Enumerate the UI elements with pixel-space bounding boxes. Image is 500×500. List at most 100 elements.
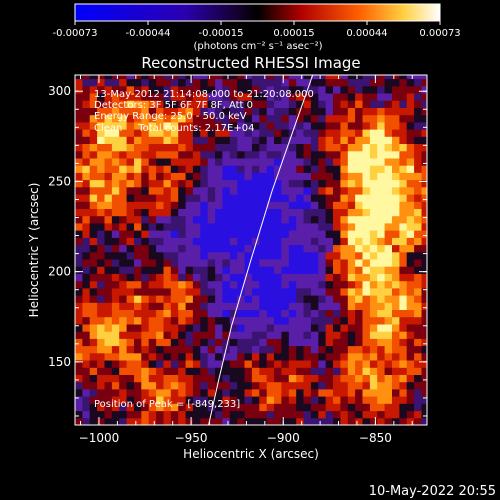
heatmap-cell [362, 244, 371, 253]
heatmap-cell [134, 251, 142, 260]
heatmap-cell [163, 75, 172, 80]
heatmap-cell [251, 75, 260, 80]
heatmap-cell [259, 295, 268, 303]
heatmap-cell [274, 172, 282, 181]
heatmap-cell [421, 338, 427, 347]
heatmap-cell [325, 324, 334, 332]
heatmap-cell [318, 129, 327, 137]
heatmap-cell [237, 222, 246, 231]
colorbar-ticks: -0.00073 -0.00044 -0.00015 0.00015 0.00044 0.… [53, 21, 461, 39]
heatmap-cell [163, 85, 172, 94]
heatmap-cell [82, 215, 91, 224]
heatmap-cell [288, 179, 297, 188]
heatmap-cell [156, 136, 164, 144]
heatmap-cell [163, 222, 172, 231]
heatmap-cell [126, 230, 135, 238]
heatmap-cell [355, 338, 363, 347]
heatmap-cell [82, 410, 91, 419]
y-tick-label: 200 [48, 265, 71, 279]
heatmap-cell [392, 309, 400, 318]
heatmap-cell [111, 352, 120, 361]
heatmap-cell [296, 237, 305, 246]
heatmap-cell [325, 215, 334, 224]
heatmap-cell [119, 230, 128, 238]
heatmap-cell [119, 403, 128, 412]
heatmap-cell [119, 107, 128, 116]
heatmap-cell [392, 194, 400, 202]
heatmap-cell [414, 287, 422, 296]
heatmap-cell [237, 244, 246, 253]
heatmap-cell [207, 360, 216, 368]
heatmap-cell [163, 331, 172, 339]
heatmap-cell [82, 179, 91, 188]
heatmap-cell [384, 396, 393, 404]
heatmap-cell [148, 107, 157, 116]
heatmap-cell [384, 158, 393, 166]
heatmap-cell [266, 410, 275, 419]
heatmap-cell [244, 396, 253, 404]
heatmap-cell [111, 381, 120, 390]
heatmap-cell [421, 259, 427, 267]
heatmap-cell [347, 201, 356, 209]
heatmap-cell [362, 345, 371, 354]
heatmap-cell [200, 309, 209, 318]
heatmap-cell [340, 222, 349, 231]
heatmap-cell [266, 179, 275, 188]
heatmap-cell [421, 316, 427, 325]
heatmap-cell [156, 367, 164, 375]
heatmap-cell [318, 331, 327, 339]
heatmap-cell [192, 201, 201, 209]
heatmap-cell [185, 316, 194, 325]
heatmap-cell [185, 374, 194, 383]
heatmap-cell [148, 381, 157, 390]
heatmap-cell [141, 259, 150, 267]
heatmap-cell [251, 100, 260, 108]
heatmap-cell [281, 186, 290, 195]
heatmap-cell [178, 417, 187, 425]
solar-limb-curve [208, 75, 314, 425]
heatmap-cell [148, 360, 157, 368]
heatmap-cell [377, 150, 386, 159]
heatmap-cell [296, 208, 305, 217]
heatmap-cell [82, 208, 91, 217]
heatmap-cell [134, 273, 142, 282]
heatmap-cell [296, 388, 305, 397]
heatmap-cell [134, 78, 142, 87]
heatmap-cell [406, 266, 415, 274]
heatmap-cell [281, 345, 290, 354]
heatmap-cell [163, 309, 172, 318]
heatmap-cell [296, 345, 305, 354]
heatmap-cell [369, 230, 378, 238]
heatmap-cell [266, 403, 275, 412]
heatmap-cell [259, 85, 268, 94]
heatmap-cell [75, 107, 83, 116]
heatmap-cell [200, 186, 209, 195]
heatmap-cell [347, 352, 356, 361]
heatmap-cell [318, 143, 327, 152]
heatmap-cell [274, 78, 282, 87]
heatmap-cell [318, 136, 327, 144]
heatmap-cell [119, 150, 128, 159]
heatmap-cell [237, 150, 246, 159]
heatmap-cell [97, 244, 105, 253]
heatmap-cell [178, 75, 187, 80]
x-axis-label: Heliocentric X (arcsec) [183, 447, 319, 461]
heatmap-cell [148, 295, 157, 303]
heatmap-cell [156, 251, 164, 260]
heatmap-cell [310, 158, 319, 166]
heatmap-cell [111, 93, 120, 101]
heatmap-cell [281, 150, 290, 159]
heatmap-cell [111, 244, 120, 253]
heatmap-cell [156, 280, 164, 289]
heatmap-cell [222, 114, 231, 123]
heatmap-cell [399, 194, 408, 202]
heatmap-cell [97, 136, 105, 144]
heatmap-cell [266, 230, 275, 238]
heatmap-cell [222, 150, 231, 159]
heatmap-cell [318, 381, 327, 390]
heatmap-cell [148, 114, 157, 123]
heatmap-cell [89, 121, 98, 130]
heatmap-cell [355, 345, 363, 354]
heatmap-cell [156, 266, 164, 274]
heatmap-cell [134, 121, 142, 130]
